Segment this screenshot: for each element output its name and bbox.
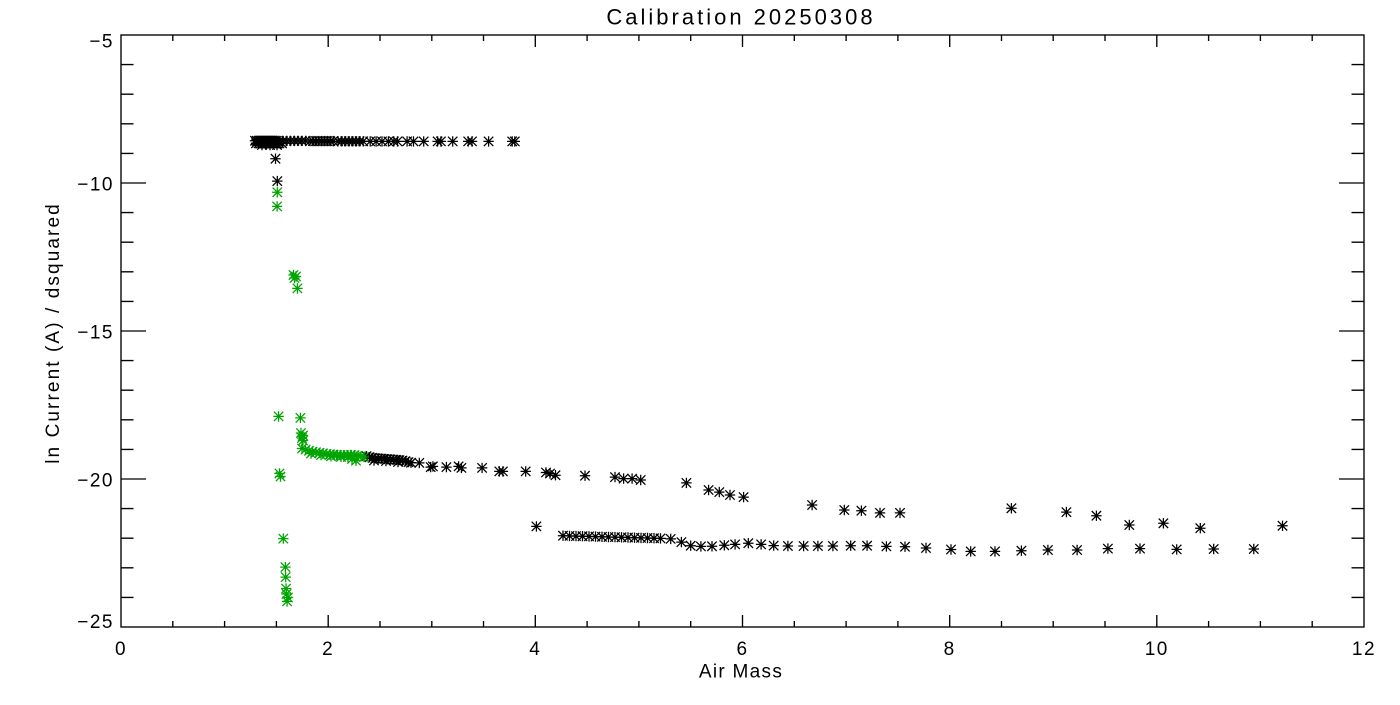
svg-text:8: 8 bbox=[944, 639, 956, 660]
svg-text:Calibration 20250308: Calibration 20250308 bbox=[606, 5, 875, 30]
svg-text:−15: −15 bbox=[77, 322, 114, 343]
svg-text:10: 10 bbox=[1145, 639, 1169, 660]
svg-text:2: 2 bbox=[322, 639, 334, 660]
svg-text:−10: −10 bbox=[77, 174, 114, 195]
svg-text:6: 6 bbox=[736, 639, 748, 660]
svg-text:−20: −20 bbox=[77, 470, 114, 491]
svg-text:4: 4 bbox=[529, 639, 541, 660]
svg-text:ln Current (A) / dsquared: ln Current (A) / dsquared bbox=[43, 202, 64, 464]
svg-text:−25: −25 bbox=[77, 612, 114, 633]
svg-text:12: 12 bbox=[1352, 639, 1376, 660]
svg-text:0: 0 bbox=[115, 639, 127, 660]
svg-text:Air Mass: Air Mass bbox=[699, 662, 783, 683]
svg-text:−5: −5 bbox=[89, 31, 114, 52]
